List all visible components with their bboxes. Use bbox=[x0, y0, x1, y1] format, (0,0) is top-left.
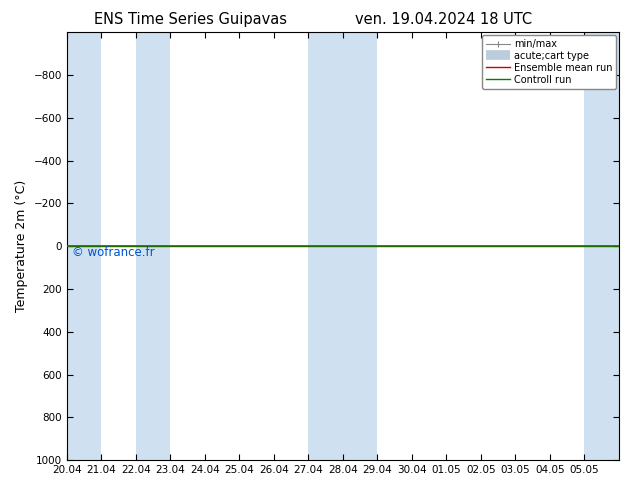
Bar bbox=[67, 32, 101, 460]
Legend: min/max, acute;cart type, Ensemble mean run, Controll run: min/max, acute;cart type, Ensemble mean … bbox=[482, 35, 616, 89]
Bar bbox=[308, 32, 377, 460]
Bar bbox=[585, 32, 619, 460]
Y-axis label: Temperature 2m (°C): Temperature 2m (°C) bbox=[15, 180, 28, 312]
Text: © wofrance.fr: © wofrance.fr bbox=[72, 246, 155, 259]
Text: ENS Time Series Guipavas: ENS Time Series Guipavas bbox=[94, 12, 287, 27]
Bar bbox=[136, 32, 171, 460]
Text: ven. 19.04.2024 18 UTC: ven. 19.04.2024 18 UTC bbox=[355, 12, 533, 27]
